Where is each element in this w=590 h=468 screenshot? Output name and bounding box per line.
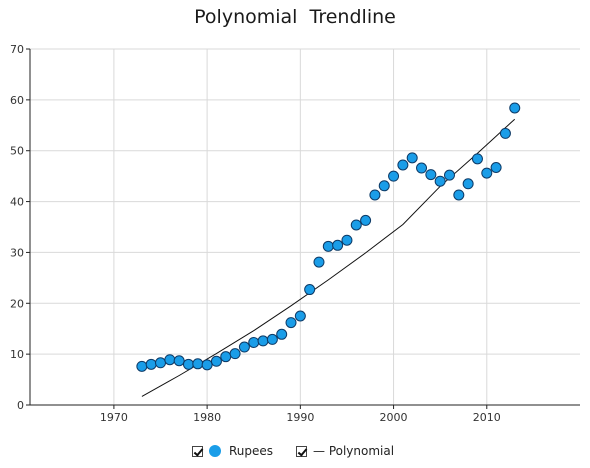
data-point [397, 159, 409, 171]
data-point [145, 358, 157, 370]
y-tick-label: 50 [10, 145, 24, 158]
axes: 0 10 20 30 40 50 60 70 1970 1980 1990 2000 2010 [10, 43, 580, 424]
checkbox-icon[interactable] [192, 445, 203, 457]
data-point [173, 355, 185, 367]
data-point [313, 256, 325, 268]
data-point [369, 189, 381, 201]
data-point [304, 284, 316, 296]
circle-marker-icon [209, 445, 221, 457]
data-point [201, 359, 213, 371]
data-point [406, 152, 418, 164]
data-point [388, 170, 400, 182]
data-point [481, 167, 493, 179]
y-tick-label: 60 [10, 94, 24, 107]
data-point [294, 310, 306, 322]
data-point [360, 214, 372, 226]
legend-label: — Polynomial [313, 444, 395, 458]
data-points [136, 102, 521, 372]
data-point [229, 348, 241, 360]
data-point [220, 351, 232, 363]
legend: Rupees — Polynomial [0, 444, 590, 462]
data-point [341, 234, 353, 246]
y-tick-label: 70 [10, 43, 24, 56]
x-tick-label: 2000 [380, 411, 408, 424]
y-tick-label: 10 [10, 348, 24, 361]
x-tick-label: 1990 [286, 411, 314, 424]
data-point [499, 127, 511, 139]
checkbox-icon[interactable] [296, 445, 307, 457]
data-point [453, 189, 465, 201]
data-point [462, 178, 474, 190]
data-point [155, 357, 167, 369]
data-point [509, 102, 521, 114]
data-point [210, 355, 222, 367]
data-point [285, 317, 297, 329]
data-point [322, 240, 334, 252]
legend-item-polynomial[interactable]: — Polynomial [296, 444, 394, 458]
chart-plot: 0 10 20 30 40 50 60 70 1970 1980 1990 2000 2010 [10, 43, 580, 424]
data-point [471, 153, 483, 165]
data-point [276, 328, 288, 340]
data-point [136, 360, 148, 372]
data-point [248, 336, 260, 348]
legend-label: Rupees [229, 444, 274, 458]
x-tick-label: 1980 [193, 411, 221, 424]
trendline-layer [141, 118, 516, 397]
grid [30, 48, 580, 405]
x-tick-label: 1970 [100, 411, 128, 424]
data-point [443, 169, 455, 181]
chart-title: Polynomial Trendline [194, 6, 396, 28]
legend-item-rupees[interactable]: Rupees [192, 444, 273, 458]
data-point [350, 219, 362, 231]
y-tick-label: 0 [17, 399, 24, 412]
data-point [182, 358, 194, 370]
data-point [332, 239, 344, 251]
data-point [434, 175, 446, 187]
data-point [425, 169, 437, 181]
data-point [416, 162, 428, 174]
data-point [238, 341, 250, 353]
data-point [378, 180, 390, 192]
y-tick-label: 40 [10, 196, 24, 209]
data-point [192, 358, 204, 370]
y-tick-label: 20 [10, 297, 24, 310]
data-point [266, 333, 278, 345]
data-point [257, 335, 269, 347]
data-point [490, 161, 502, 173]
polynomial-trendline [141, 118, 516, 397]
y-tick-label: 30 [10, 246, 24, 259]
data-point [164, 354, 176, 366]
x-tick-label: 2010 [473, 411, 501, 424]
